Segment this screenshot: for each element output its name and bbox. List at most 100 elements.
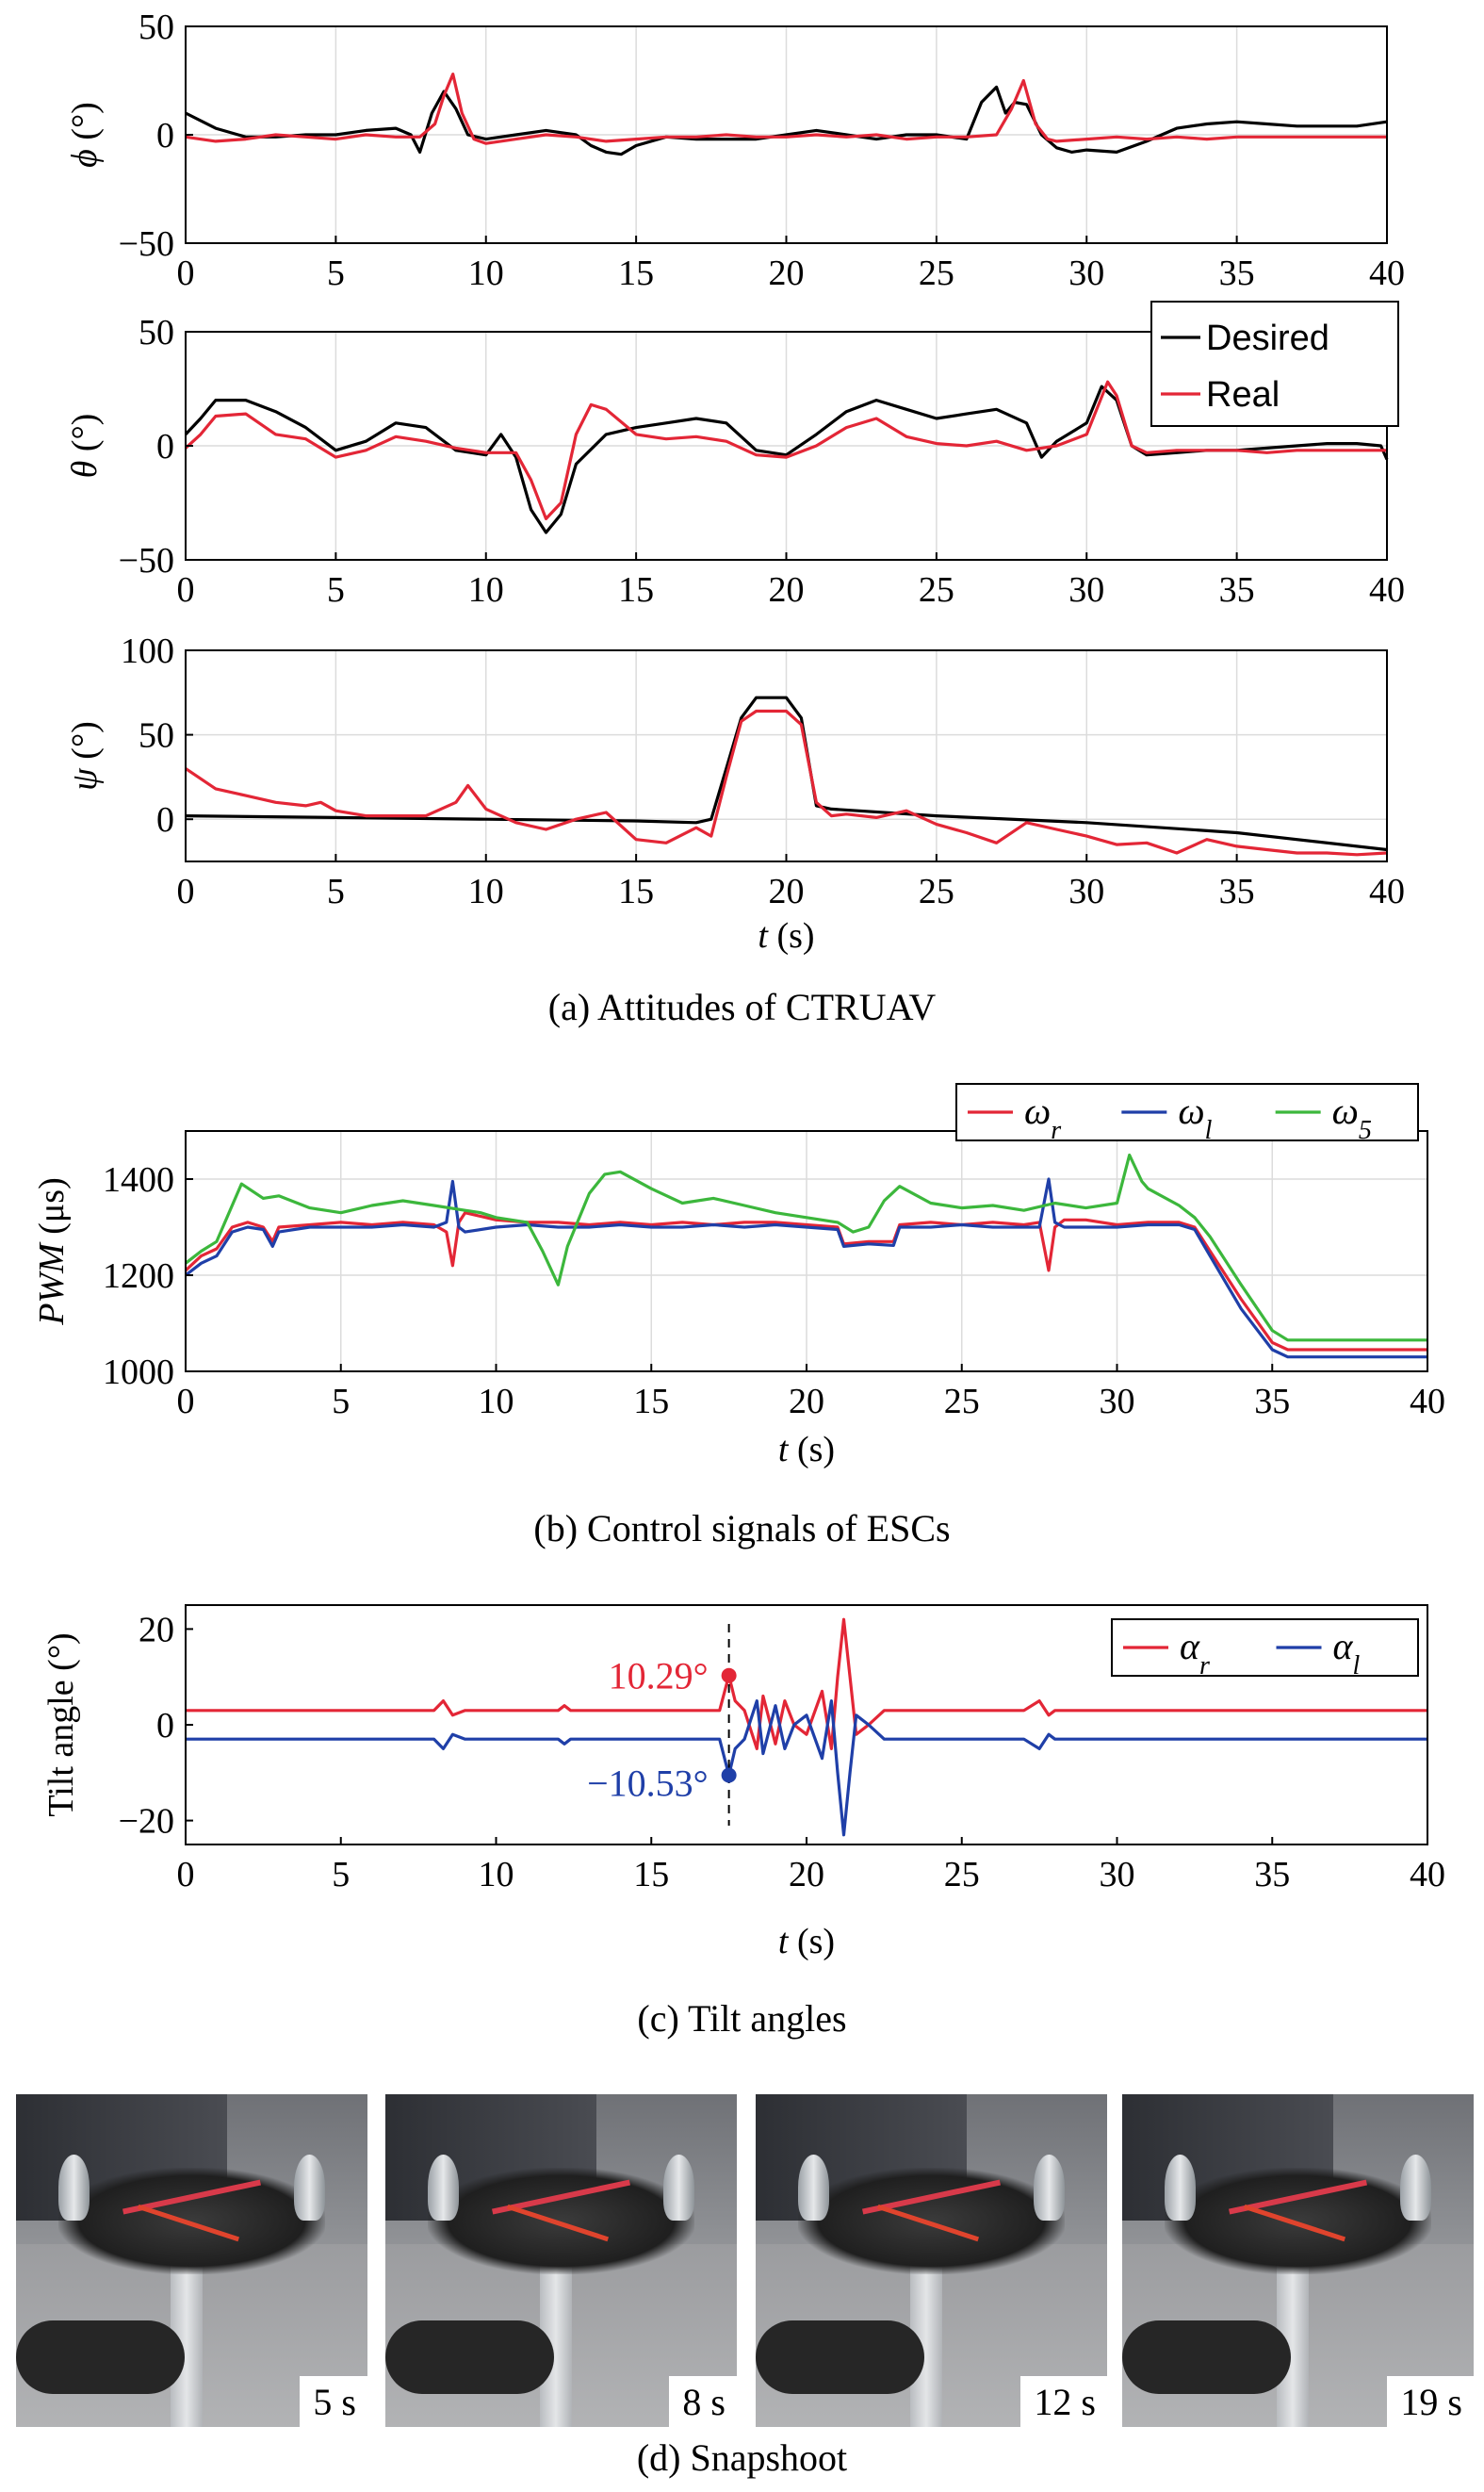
y-tick-label: 0: [156, 1706, 174, 1746]
y-axis-label: θ (°): [65, 414, 105, 479]
series-line-5: [185, 1153, 1427, 1342]
y-tick-label: 1400: [103, 1160, 174, 1200]
legend-label: αl: [1333, 1625, 1361, 1680]
x-tick-label: 0: [177, 872, 195, 911]
x-tick-label: 5: [332, 1855, 350, 1894]
x-tick-label: 35: [1219, 872, 1255, 911]
x-tick-label: 20: [789, 1855, 824, 1894]
x-tick-label: 40: [1369, 254, 1405, 293]
x-tick-label: 20: [769, 254, 805, 293]
annotation-label: −10.53°: [587, 1762, 709, 1804]
annotation-point: [721, 1667, 737, 1683]
x-tick-label: 25: [944, 1855, 980, 1894]
series-line-l: [185, 1177, 1427, 1359]
x-tick-label: 20: [769, 570, 805, 610]
x-tick-label: 15: [618, 570, 654, 610]
x-tick-label: 25: [919, 254, 954, 293]
y-tick-label: 100: [121, 631, 174, 671]
legend-label: ω5: [1332, 1090, 1372, 1145]
x-tick-label: 0: [177, 570, 195, 610]
snapshot-photo-19s: 19 s: [1122, 2094, 1474, 2427]
x-axis-label: t (s): [778, 1430, 835, 1469]
snapshot-time-label: 19 s: [1387, 2376, 1474, 2427]
x-tick-label: 0: [177, 1855, 195, 1894]
snapshot-time-label: 5 s: [300, 2376, 367, 2427]
annotation-point: [721, 1767, 737, 1783]
legend-label: αr: [1180, 1625, 1210, 1680]
x-axis-label: t (s): [778, 1922, 835, 1961]
x-tick-label: 10: [468, 872, 504, 911]
x-tick-label: 30: [1100, 1855, 1135, 1894]
caption-b: (b) Control signals of ESCs: [533, 1507, 951, 1549]
series-line-Real: [185, 709, 1388, 857]
y-tick-label: 1000: [103, 1353, 174, 1392]
x-tick-label: 10: [479, 1382, 514, 1421]
snapshot-photo-5s: 5 s: [16, 2094, 367, 2427]
x-tick-label: 30: [1100, 1382, 1135, 1421]
series-line-Desired: [184, 385, 1389, 534]
x-tick-label: 35: [1219, 570, 1255, 610]
series-line-Real: [185, 73, 1387, 145]
x-tick-label: 25: [919, 872, 954, 911]
x-tick-label: 40: [1410, 1382, 1445, 1421]
x-tick-label: 40: [1410, 1855, 1445, 1894]
x-tick-label: 35: [1254, 1382, 1290, 1421]
y-tick-label: 50: [139, 8, 174, 47]
y-tick-label: 0: [156, 427, 174, 467]
x-tick-label: 10: [468, 254, 504, 293]
x-tick-label: 0: [177, 254, 195, 293]
x-tick-label: 35: [1219, 254, 1255, 293]
y-tick-label: 50: [139, 313, 174, 352]
series-line-Desired: [185, 696, 1388, 852]
x-tick-label: 15: [633, 1855, 669, 1894]
y-tick-label: 50: [139, 716, 174, 756]
caption-d: (d) Snapshoot: [636, 2436, 848, 2479]
y-tick-label: 20: [139, 1610, 174, 1649]
x-tick-label: 5: [327, 570, 345, 610]
caption-c: (c) Tilt angles: [637, 1997, 847, 2040]
x-tick-label: 25: [919, 570, 954, 610]
y-axis-label: PWM (μs): [32, 1177, 72, 1326]
series-line-Real: [184, 380, 1387, 520]
x-tick-label: 20: [789, 1382, 824, 1421]
y-tick-label: 1200: [103, 1256, 174, 1296]
x-tick-label: 30: [1068, 872, 1104, 911]
x-tick-label: 5: [327, 872, 345, 911]
x-tick-label: 35: [1254, 1855, 1290, 1894]
x-tick-label: 30: [1068, 254, 1104, 293]
legend-label: Desired: [1206, 319, 1329, 358]
x-tick-label: 5: [332, 1382, 350, 1421]
y-tick-label: −20: [119, 1802, 174, 1842]
legend-label: ωr: [1024, 1090, 1061, 1145]
snapshot-time-label: 12 s: [1020, 2376, 1107, 2427]
annotation-label: 10.29°: [609, 1655, 709, 1697]
legend-box: [1150, 301, 1399, 427]
x-tick-label: 30: [1068, 570, 1104, 610]
x-axis-label: t (s): [758, 916, 814, 956]
y-tick-label: 0: [156, 116, 174, 156]
y-axis-label: ψ (°): [65, 721, 105, 791]
series-line-r: [184, 1211, 1427, 1352]
legend-label: ωl: [1178, 1090, 1212, 1145]
y-axis-label: Tilt angle (°): [41, 1632, 81, 1816]
x-tick-label: 5: [327, 254, 345, 293]
snapshot-photo-12s: 12 s: [756, 2094, 1107, 2427]
snapshot-time-label: 8 s: [669, 2376, 737, 2427]
x-tick-label: 15: [618, 872, 654, 911]
x-tick-label: 10: [468, 570, 504, 610]
x-tick-label: 25: [944, 1382, 980, 1421]
x-tick-label: 15: [633, 1382, 669, 1421]
x-tick-label: 0: [177, 1382, 195, 1421]
x-tick-label: 40: [1369, 570, 1405, 610]
legend-box: [955, 1083, 1419, 1141]
x-tick-label: 20: [769, 872, 805, 911]
y-axis-label: ϕ (°): [65, 102, 105, 168]
y-tick-label: −50: [119, 224, 174, 264]
x-tick-label: 15: [618, 254, 654, 293]
series-line-l: [186, 1699, 1427, 1837]
caption-a: (a) Attitudes of CTRUAV: [547, 986, 937, 1028]
y-tick-label: −50: [119, 541, 174, 581]
x-tick-label: 40: [1369, 872, 1405, 911]
y-tick-label: 0: [156, 800, 174, 840]
